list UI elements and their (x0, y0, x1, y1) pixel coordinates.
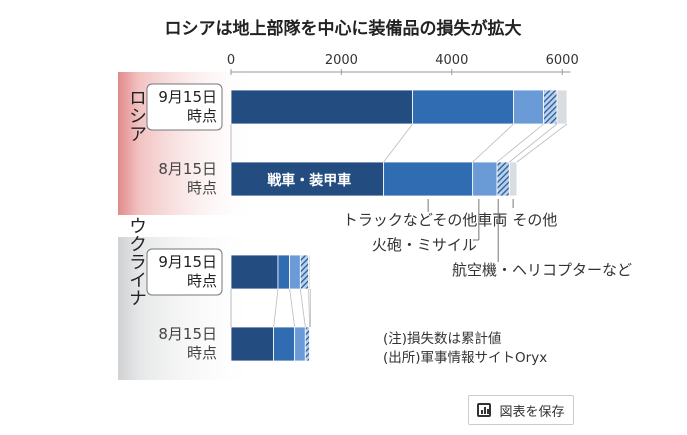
bar-segment-2 (273, 326, 296, 362)
bar-chart-icon (477, 403, 492, 417)
legend-label-4: 航空機・ヘリコプターなど (452, 261, 632, 279)
bar-segment-1 (230, 161, 385, 197)
group-label-ukraine: ウクライナ (126, 217, 147, 307)
bar-segment-4 (543, 89, 558, 125)
date-label-suffix: 時点 (187, 107, 217, 125)
date-label-box (146, 248, 223, 296)
bar-segment-5 (508, 161, 518, 197)
bar-segment-1 (230, 254, 279, 290)
bar-segment-2 (277, 254, 291, 290)
bar-segment-3 (472, 161, 498, 197)
legend-label-3: 火砲・ミサイル (372, 236, 477, 254)
bar-segment-4 (304, 326, 311, 362)
chart-title: ロシアは地上部隊を中心に装備品の損失が拡大 (165, 18, 522, 39)
date-label: 9月15日 (158, 253, 217, 271)
bar-segment-3 (294, 326, 306, 362)
bar-segment-5 (308, 254, 311, 290)
date-label-suffix: 時点 (187, 272, 217, 290)
note-text: (出所)軍事情報サイトOryx (383, 350, 547, 366)
group-label-russia: ロシア (126, 89, 147, 143)
bar-segment-3 (513, 89, 544, 125)
bar-segment-2 (412, 89, 515, 125)
connector-line (383, 123, 413, 163)
x-tick-label: 4000 (435, 53, 468, 68)
bar-segment-5 (556, 89, 568, 125)
x-tick-label: 0 (227, 53, 235, 68)
connector-line (308, 288, 311, 328)
date-label-box (146, 83, 223, 131)
series-label-tanks: 戦車・装甲車 (267, 172, 351, 189)
date-label: 9月15日 (158, 88, 217, 106)
connector-line (289, 288, 296, 328)
bar-segment-5 (309, 326, 311, 362)
connector-line (472, 123, 514, 163)
connector-line (516, 123, 568, 163)
bar-segment-4 (299, 254, 310, 290)
connector-line (509, 123, 558, 163)
x-tick-label: 2000 (325, 53, 358, 68)
date-label: 8月15日 (158, 325, 217, 343)
bar-segment-4 (496, 161, 510, 197)
connector-line (299, 288, 306, 328)
bar-segment-1 (230, 326, 275, 362)
save-chart-label: 図表を保存 (499, 404, 565, 420)
legend-label-2: トラックなどその他車両 (343, 211, 508, 229)
bar-segment-3 (289, 254, 301, 290)
date-label-suffix: 時点 (187, 344, 217, 362)
legend-label-5: その他 (512, 211, 557, 229)
save-chart-button[interactable]: 図表を保存 (468, 395, 574, 425)
connector-line (496, 123, 544, 163)
connector-line (273, 288, 279, 328)
date-label: 8月15日 (158, 160, 217, 178)
bar-segment-2 (383, 161, 474, 197)
date-label-suffix: 時点 (187, 179, 217, 197)
note-text: (注)損失数は累計値 (383, 331, 502, 347)
bar-segment-1 (230, 89, 414, 125)
x-tick-label: 6000 (546, 53, 579, 68)
